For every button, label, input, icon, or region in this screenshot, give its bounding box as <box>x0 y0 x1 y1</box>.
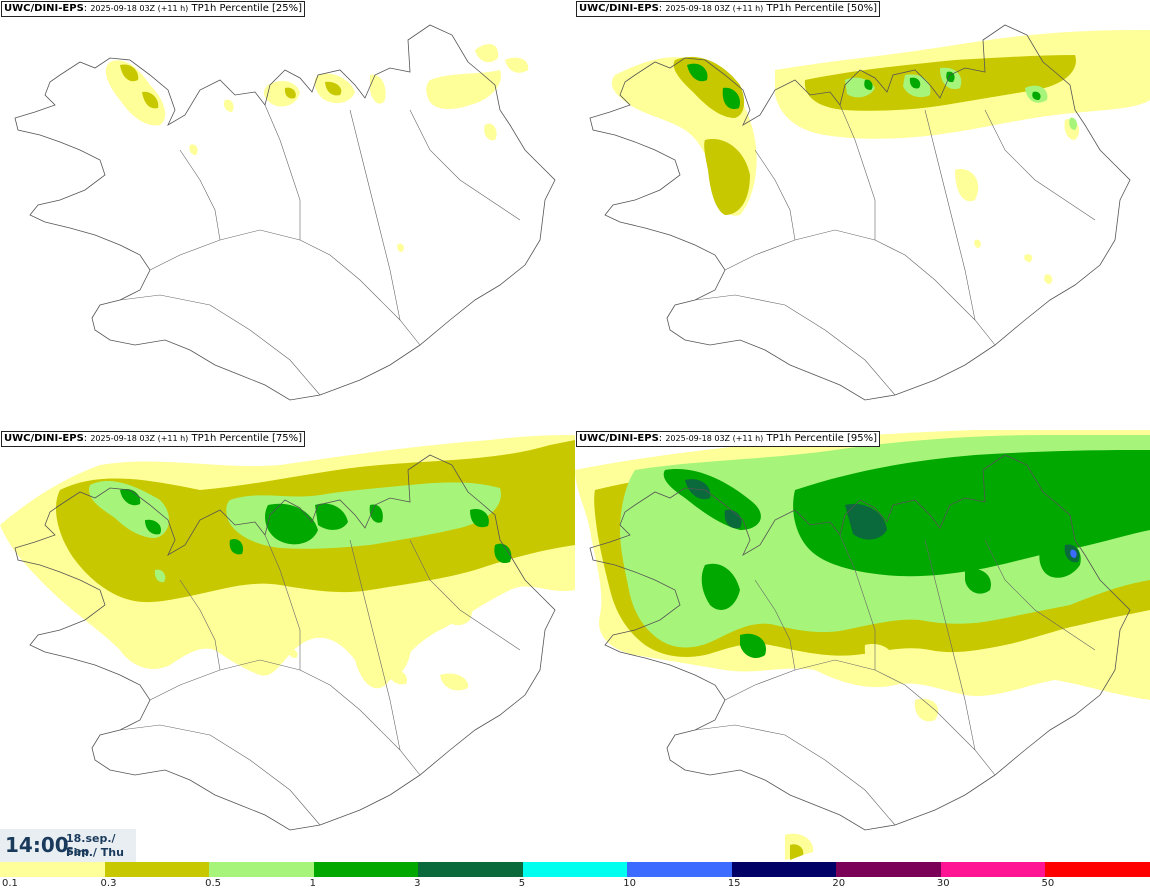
legend-swatch <box>104 862 211 877</box>
road-network <box>119 534 521 826</box>
legend-tick-label: 20 <box>832 878 846 889</box>
legend-tick-label: 50 <box>1041 878 1055 889</box>
map-panel-p95: UWC/DINI-EPS: 2025-09-18 03Z (+11 h) TP1… <box>575 430 1150 860</box>
precip-field <box>611 30 1150 284</box>
legend-swatch <box>836 862 942 877</box>
legend-tick-label: 30 <box>936 878 950 889</box>
precip-map <box>0 435 575 831</box>
legend-tick-label: 0.1 <box>2 878 18 889</box>
map-panel-p25: UWC/DINI-EPS: 2025-09-18 03Z (+11 h) TP1… <box>0 0 575 430</box>
legend-tick-label: 0.5 <box>205 878 221 889</box>
precip-map <box>14 24 556 401</box>
color-legend: 0.1 0.3 0.5 1 3 5 10 15 20 30 50 <box>0 862 1150 891</box>
valid-time-box: 14:00 18.sep./ Sep Fim./ Thu <box>0 829 136 862</box>
legend-swatch <box>0 862 106 877</box>
road-network <box>694 534 1096 826</box>
legend-swatch <box>940 862 1047 877</box>
legend-swatch <box>731 862 838 877</box>
precip-field <box>0 435 575 691</box>
coastline <box>14 24 556 401</box>
precip-field <box>105 44 529 252</box>
legend-tick-label: 3 <box>414 878 421 889</box>
panel-title: UWC/DINI-EPS: 2025-09-18 03Z (+11 h) TP1… <box>576 431 881 447</box>
precip-map <box>575 430 1150 860</box>
panel-title: UWC/DINI-EPS: 2025-09-18 03Z (+11 h) TP1… <box>576 1 881 17</box>
road-network <box>694 104 1096 396</box>
valid-date-line2: Fim./ Thu <box>66 846 124 859</box>
legend-swatch <box>418 862 524 877</box>
legend-tick-label: 1 <box>309 878 316 889</box>
legend-tick-label: 10 <box>623 878 636 889</box>
map-panel-p50: UWC/DINI-EPS: 2025-09-18 03Z (+11 h) TP1… <box>575 0 1150 430</box>
panel-title: UWC/DINI-EPS: 2025-09-18 03Z (+11 h) TP1… <box>1 1 306 17</box>
precip-map <box>589 24 1150 401</box>
legend-swatch <box>313 862 420 877</box>
coastline <box>14 454 556 831</box>
valid-date-line1: 18.sep./ Sep <box>66 832 116 858</box>
panel-title: UWC/DINI-EPS: 2025-09-18 03Z (+11 h) TP1… <box>1 431 306 447</box>
coastline <box>589 24 1131 401</box>
legend-swatch <box>209 862 315 877</box>
legend-swatch <box>522 862 629 877</box>
road-network <box>119 104 521 396</box>
legend-swatch <box>1045 862 1150 877</box>
legend-swatch <box>627 862 733 877</box>
precip-field <box>575 430 1150 860</box>
legend-tick-label: 15 <box>727 878 741 889</box>
coastline <box>589 454 1131 831</box>
valid-time-clock: 14:00 <box>5 833 69 857</box>
map-panel-p75: UWC/DINI-EPS: 2025-09-18 03Z (+11 h) TP1… <box>0 430 575 860</box>
legend-tick-label: 0.3 <box>100 878 117 889</box>
legend-tick-label: 5 <box>518 878 526 889</box>
